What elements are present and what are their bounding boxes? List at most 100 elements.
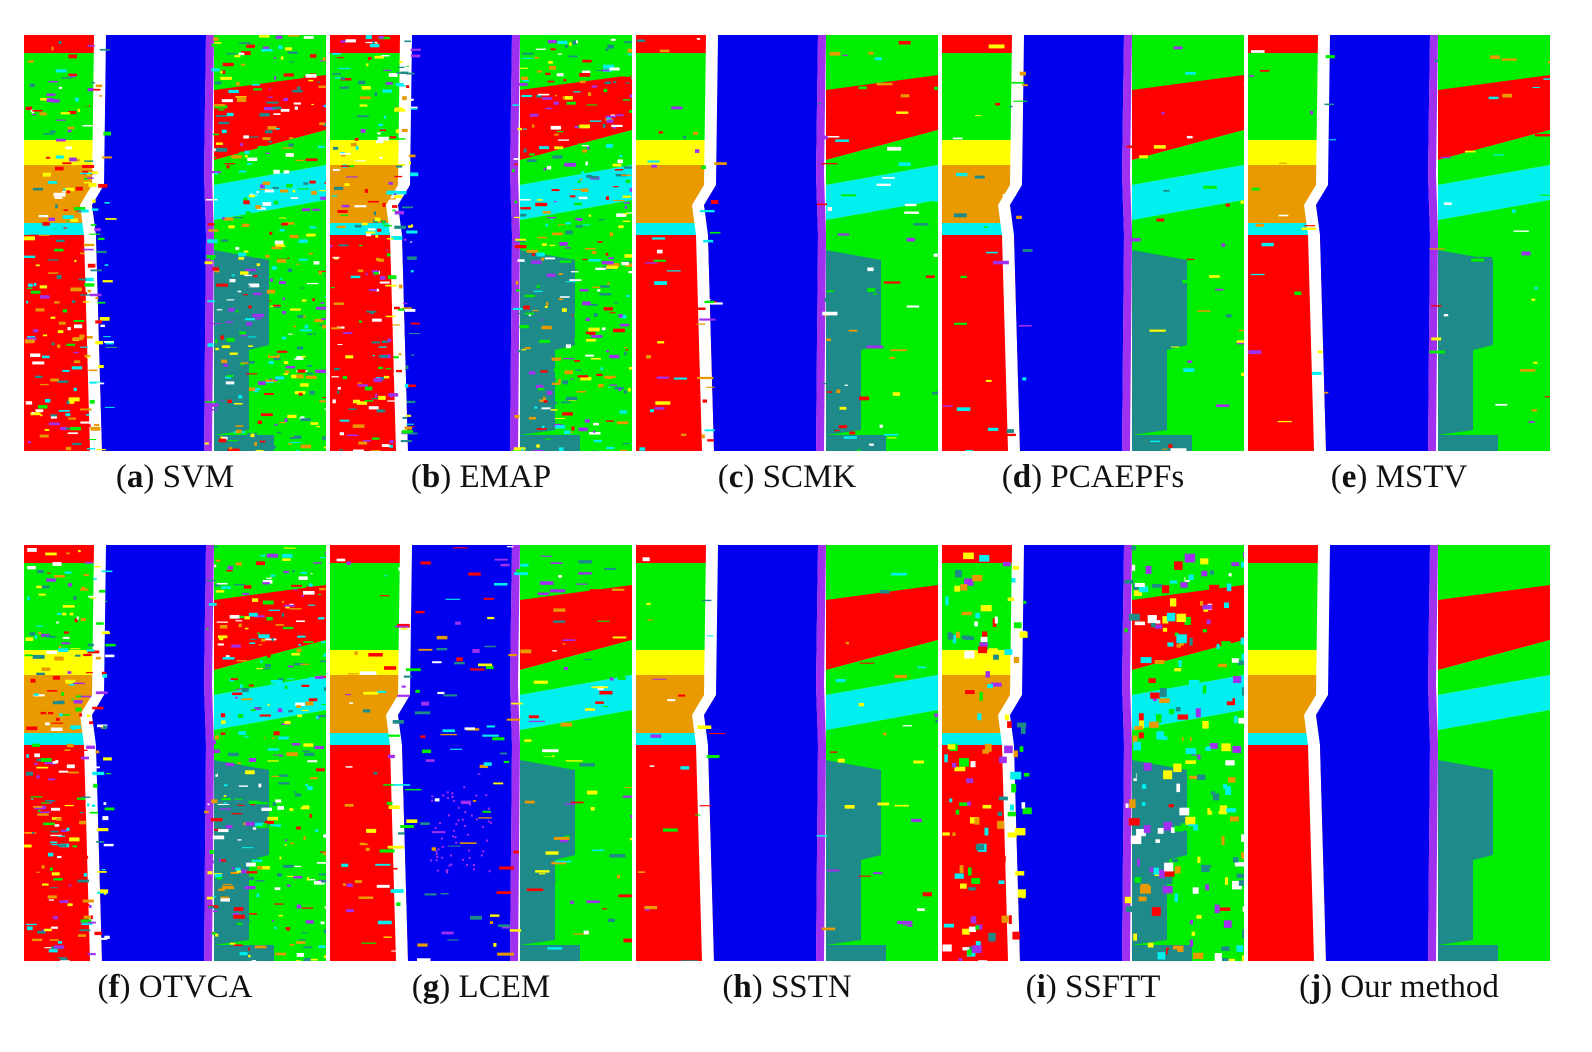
classification-noise — [288, 710, 293, 713]
classification-noise — [1225, 760, 1235, 766]
classification-noise — [31, 938, 43, 942]
classification-noise — [1212, 793, 1220, 801]
classification-noise — [984, 743, 992, 752]
classification-noise — [223, 217, 234, 221]
classification-noise — [68, 417, 76, 420]
panel-caption: (d) PCAEPFs — [1001, 459, 1185, 495]
classification-noise — [362, 281, 373, 284]
classification-noise — [508, 654, 517, 657]
classification-noise — [392, 205, 398, 208]
classification-map-j — [1248, 545, 1550, 961]
classification-noise — [86, 335, 93, 339]
classification-noise — [104, 202, 110, 204]
classification-noise — [541, 425, 545, 430]
classification-noise — [256, 825, 267, 829]
classification-noise — [216, 877, 223, 880]
classification-noise — [383, 69, 391, 71]
classification-noise — [527, 159, 537, 162]
classification-noise — [67, 671, 72, 674]
classification-noise — [642, 557, 650, 562]
classification-noise — [1178, 660, 1182, 668]
classification-noise — [90, 88, 101, 91]
classification-noise — [1168, 804, 1174, 808]
classification-noise — [459, 842, 477, 844]
classification-noise — [207, 300, 215, 303]
classification-noise — [30, 412, 41, 416]
classification-noise — [36, 775, 40, 779]
classification-noise — [646, 602, 651, 605]
classification-noise — [671, 106, 683, 110]
classification-noise — [1167, 949, 1178, 956]
classification-noise — [331, 327, 341, 330]
classification-noise — [1202, 629, 1207, 633]
classification-noise — [609, 677, 614, 681]
classification-noise — [577, 375, 589, 378]
field-red-top-left — [942, 35, 1022, 53]
classification-noise — [337, 387, 341, 390]
classification-noise — [338, 244, 349, 247]
classification-noise — [350, 275, 361, 279]
classification-noise — [249, 638, 257, 640]
classification-noise — [376, 409, 383, 413]
classification-noise — [26, 754, 29, 758]
classification-noise — [1196, 914, 1202, 919]
classification-noise — [43, 822, 55, 826]
classification-noise — [80, 346, 88, 348]
classification-noise — [570, 271, 579, 273]
classification-noise — [404, 383, 409, 388]
classification-noise — [267, 703, 270, 706]
classification-noise — [101, 631, 110, 635]
classification-noise — [447, 845, 461, 847]
classification-noise — [553, 101, 559, 105]
classification-noise — [382, 327, 393, 332]
classification-noise — [250, 433, 255, 438]
classification-noise — [276, 259, 287, 263]
classification-noise — [284, 418, 288, 422]
classification-noise — [220, 713, 226, 718]
classification-noise — [652, 237, 666, 240]
classification-noise — [583, 930, 589, 935]
classification-noise — [710, 200, 719, 204]
classification-noise — [249, 949, 260, 953]
classification-noise — [1272, 158, 1280, 162]
classification-noise — [437, 691, 445, 695]
classification-noise — [543, 167, 547, 171]
classification-noise — [1002, 193, 1017, 196]
classification-noise — [1219, 907, 1231, 911]
classification-noise — [570, 378, 573, 381]
classification-noise — [345, 766, 353, 768]
classification-noise — [376, 292, 383, 296]
classification-noise — [45, 636, 57, 638]
classification-noise — [381, 340, 389, 343]
classification-noise — [487, 616, 495, 620]
classification-noise — [344, 183, 350, 187]
classification-noise — [25, 923, 37, 926]
classification-noise — [303, 743, 314, 747]
classification-noise — [66, 257, 78, 259]
classification-noise — [450, 854, 453, 857]
classification-noise — [874, 353, 886, 356]
classification-noise — [73, 700, 83, 704]
classification-noise — [624, 206, 627, 209]
classification-noise — [573, 360, 581, 362]
method-name: LCEM — [458, 969, 551, 1005]
classification-noise — [236, 660, 248, 662]
classification-map-b — [330, 35, 632, 451]
classification-noise — [933, 197, 938, 202]
classification-noise — [979, 642, 988, 648]
classification-noise — [244, 150, 250, 155]
classification-noise — [618, 314, 623, 318]
classification-noise — [440, 893, 449, 895]
classification-noise — [218, 829, 229, 833]
classification-noise — [1132, 735, 1138, 745]
classification-noise — [40, 711, 47, 715]
classification-noise — [995, 102, 1001, 106]
classification-noise — [389, 440, 394, 444]
classification-noise — [1222, 692, 1230, 696]
classification-noise — [336, 297, 347, 301]
classification-noise — [1179, 807, 1190, 816]
classification-noise — [36, 758, 42, 762]
classification-noise — [524, 800, 535, 804]
classification-noise — [214, 172, 218, 175]
classification-noise — [1151, 583, 1163, 588]
